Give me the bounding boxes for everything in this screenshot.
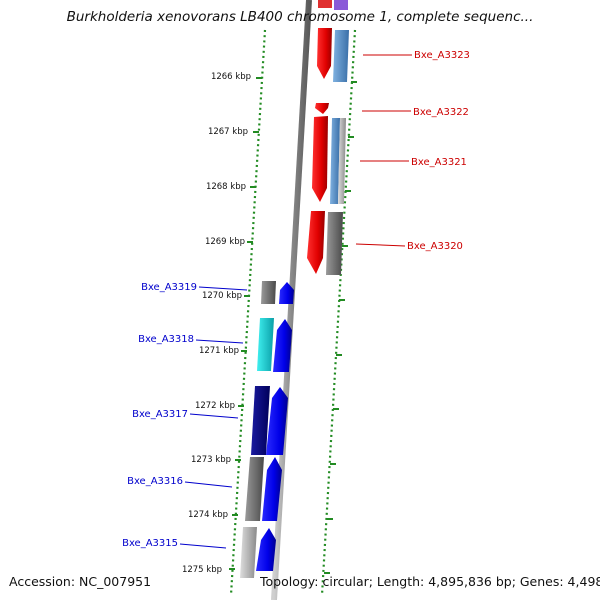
gene-label-bxe-a3315[interactable]: Bxe_A3315 (122, 538, 178, 549)
forward-strand-genes (307, 0, 332, 274)
inner-dotted-ruler (320, 29, 357, 596)
forward-gene-labels: Bxe_A3323 Bxe_A3322 Bxe_A3321 Bxe_A3320 (407, 50, 470, 252)
forward-cog-bars (326, 0, 349, 275)
tick-label: 1272 kbp (195, 401, 235, 411)
tick-label: 1267 kbp (208, 127, 248, 137)
tick-label: 1273 kbp (191, 455, 231, 465)
gene-label-bxe-a3319[interactable]: Bxe_A3319 (141, 282, 197, 293)
tick-labels: 1266 kbp 1267 kbp 1268 kbp 1269 kbp 1270… (182, 72, 251, 575)
gene-label-bxe-a3318[interactable]: Bxe_A3318 (138, 334, 194, 345)
gene-bxe-a3316[interactable] (262, 457, 282, 521)
outer-tick-marks (229, 77, 262, 570)
gene-fragment-top (318, 0, 332, 8)
cog-bar (245, 457, 264, 521)
gene-label-bxe-a3323[interactable]: Bxe_A3323 (414, 50, 470, 61)
cog-bar (257, 318, 274, 371)
gene-label-bxe-a3320[interactable]: Bxe_A3320 (407, 241, 463, 252)
gene-bxe-a3320[interactable] (307, 211, 325, 274)
cog-bar-top (334, 0, 348, 10)
cog-bar (333, 30, 349, 82)
cog-bar (338, 118, 346, 204)
outer-dotted-ruler (229, 29, 267, 596)
gene-bxe-a3319[interactable] (279, 282, 294, 304)
inner-tick-marks (324, 81, 357, 574)
tick-label: 1266 kbp (211, 72, 251, 82)
forward-label-lines (355, 54, 412, 247)
gene-bxe-a3323[interactable] (317, 28, 332, 79)
gene-label-bxe-a3317[interactable]: Bxe_A3317 (132, 409, 188, 420)
cog-bar (240, 527, 257, 578)
map-title: Burkholderia xenovorans LB400 chromosome… (66, 9, 534, 25)
tick-label: 1274 kbp (188, 510, 228, 520)
tick-label: 1269 kbp (205, 237, 245, 247)
tick-label: 1270 kbp (202, 291, 242, 301)
gene-bxe-a3322[interactable] (315, 103, 329, 114)
cog-bar (326, 212, 343, 275)
gene-bxe-a3317[interactable] (266, 387, 288, 455)
reverse-gene-labels: Bxe_A3319 Bxe_A3318 Bxe_A3317 Bxe_A3316 … (122, 282, 197, 549)
tick-label: 1275 kbp (182, 565, 222, 575)
tick-label: 1271 kbp (199, 346, 239, 356)
reverse-label-lines (179, 286, 248, 549)
cog-bar (261, 281, 276, 304)
cog-bar (330, 118, 340, 204)
tick-label: 1268 kbp (206, 182, 246, 192)
gene-label-bxe-a3321[interactable]: Bxe_A3321 (411, 157, 467, 168)
accession-text: Accession: NC_007951 (9, 574, 152, 589)
topology-text: Topology: circular; Length: 4,895,836 bp… (260, 574, 600, 589)
cog-bar (251, 386, 270, 455)
gene-bxe-a3315[interactable] (256, 528, 276, 571)
gene-bxe-a3321[interactable] (312, 116, 328, 202)
gene-bxe-a3318[interactable] (273, 319, 292, 372)
reverse-cog-bars (240, 281, 276, 578)
gene-label-bxe-a3322[interactable]: Bxe_A3322 (413, 107, 469, 118)
gene-label-bxe-a3316[interactable]: Bxe_A3316 (127, 476, 183, 487)
reverse-strand-genes (256, 282, 294, 571)
